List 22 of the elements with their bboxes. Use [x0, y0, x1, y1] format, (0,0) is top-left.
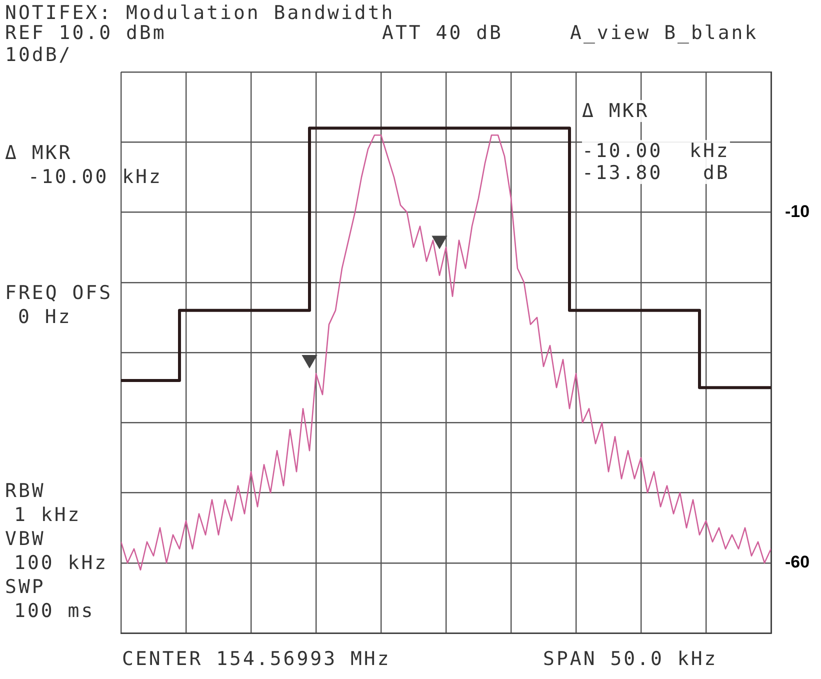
- text: 100 ms: [14, 600, 95, 622]
- text: 0 Hz: [18, 306, 72, 328]
- text: A_view B_blank: [570, 22, 758, 44]
- text: 100 kHz: [14, 552, 108, 574]
- text: RBW: [5, 480, 46, 502]
- text: SWP: [5, 576, 46, 598]
- annotation: -13.80 dB: [582, 162, 730, 184]
- text: ATT 40 dB: [382, 22, 503, 44]
- annotation: -10.00 kHz: [582, 140, 730, 162]
- text: VBW: [5, 528, 46, 550]
- text: Δ MKR: [5, 142, 72, 164]
- text: 10dB/: [5, 44, 72, 66]
- text: 1 kHz: [14, 504, 82, 526]
- text: SPAN 50.0 kHz: [543, 648, 718, 670]
- text: CENTER 154.56993 MHz: [122, 648, 391, 670]
- text: REF 10.0 dBm: [5, 22, 166, 44]
- chart-title: NOTIFEX: Modulation Bandwidth: [5, 2, 395, 24]
- annotation: -10.00 kHz: [28, 166, 162, 188]
- text: FREQ OFS: [5, 282, 113, 304]
- y-tick-label: -10: [785, 202, 810, 221]
- y-tick-label: -60: [785, 552, 810, 572]
- annotation: Δ MKR: [582, 100, 650, 122]
